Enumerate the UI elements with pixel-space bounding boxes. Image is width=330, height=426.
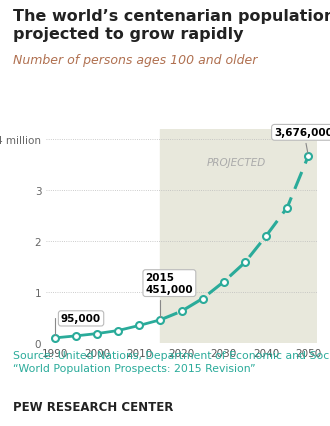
Text: PROJECTED: PROJECTED: [207, 158, 266, 168]
Text: 95,000: 95,000: [55, 314, 101, 335]
Text: 3,676,000: 3,676,000: [275, 128, 330, 154]
Bar: [160, 130, 321, 343]
Text: The world’s centenarian population
projected to grow rapidly: The world’s centenarian population proje…: [13, 9, 330, 42]
Text: Number of persons ages 100 and older: Number of persons ages 100 and older: [13, 54, 258, 66]
Text: 2015
451,000: 2015 451,000: [146, 273, 193, 317]
Text: PEW RESEARCH CENTER: PEW RESEARCH CENTER: [13, 400, 174, 412]
Text: Source: United Nations, Department of Economic and Social Affairs,
“World Popula: Source: United Nations, Department of Ec…: [13, 350, 330, 373]
